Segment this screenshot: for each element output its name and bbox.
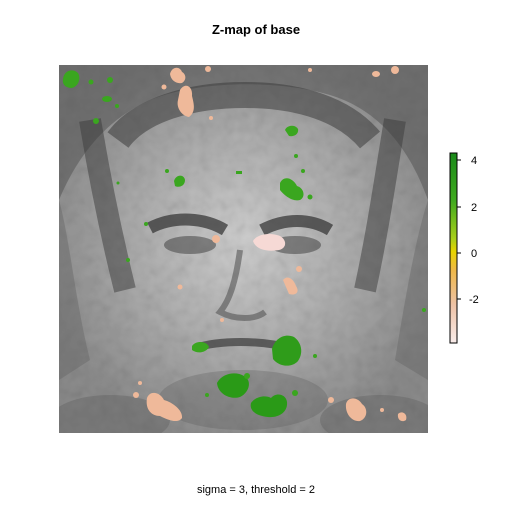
cluster-mouth-left (192, 341, 209, 353)
colorbar-tick-label: 2 (471, 202, 477, 214)
cluster-dot (88, 79, 94, 85)
cluster-cheek-right (283, 277, 298, 295)
cluster-dot (102, 96, 112, 102)
cluster-dot (372, 71, 380, 77)
cluster-dot (115, 104, 119, 108)
cluster-dot (133, 392, 139, 398)
cluster-dot (391, 66, 399, 74)
chart-caption: sigma = 3, threshold = 2 (196, 484, 315, 496)
cluster-right-eye-area (280, 178, 304, 201)
cluster-dot (328, 397, 334, 403)
cluster-dot (313, 354, 317, 358)
cluster-dot (296, 266, 302, 272)
cluster-right-eye (253, 233, 286, 251)
colorbar-tick-label: -2 (469, 294, 479, 306)
cluster-dot (220, 318, 224, 322)
cluster-dot (380, 408, 384, 412)
cluster-chin-left (217, 373, 249, 398)
cluster-bottom-left (146, 392, 183, 422)
cluster-dot (422, 308, 426, 312)
colorbar-tick-label: 4 (471, 155, 477, 167)
cluster-dot (244, 373, 250, 379)
cluster-dot (165, 169, 169, 173)
cluster-dot (236, 171, 242, 174)
colorbar-tick-label: 0 (471, 248, 477, 260)
cluster-dot (397, 412, 407, 422)
cluster-dot (107, 77, 113, 83)
cluster-forehead-right (285, 125, 299, 137)
cluster-mouth-right (272, 335, 302, 366)
chart-title: Z-map of base (211, 22, 301, 37)
face-image (59, 65, 428, 433)
cluster-dot (205, 66, 211, 72)
cluster-chin-right (250, 394, 288, 418)
negative-clusters (133, 66, 407, 422)
positive-clusters (62, 70, 426, 418)
cluster-top-left (62, 70, 80, 88)
cluster-dot (294, 154, 298, 158)
cluster-dot (177, 284, 183, 290)
colorbar: 4 2 0 -2 (449, 152, 479, 344)
cluster-forehead-left (177, 85, 194, 117)
cluster-left-eye-area (174, 175, 185, 187)
cluster-dot (292, 390, 298, 396)
cluster-dot (301, 169, 305, 173)
cluster-dot (126, 258, 130, 262)
colorbar-gradient (449, 152, 458, 344)
cluster-dot (144, 222, 148, 226)
cluster-dot (138, 381, 142, 385)
cluster-dot (205, 393, 209, 397)
cluster-dot (212, 235, 220, 243)
cluster-dot (307, 194, 313, 200)
colorbar-ticks (457, 159, 461, 300)
cluster-bottom-right (345, 398, 367, 422)
cluster-dot (161, 84, 167, 90)
cluster-dot (93, 118, 99, 124)
cluster-dot (116, 181, 120, 185)
cluster-dot (308, 68, 312, 72)
cluster-dot (209, 116, 213, 120)
cluster-top-center (170, 67, 186, 84)
